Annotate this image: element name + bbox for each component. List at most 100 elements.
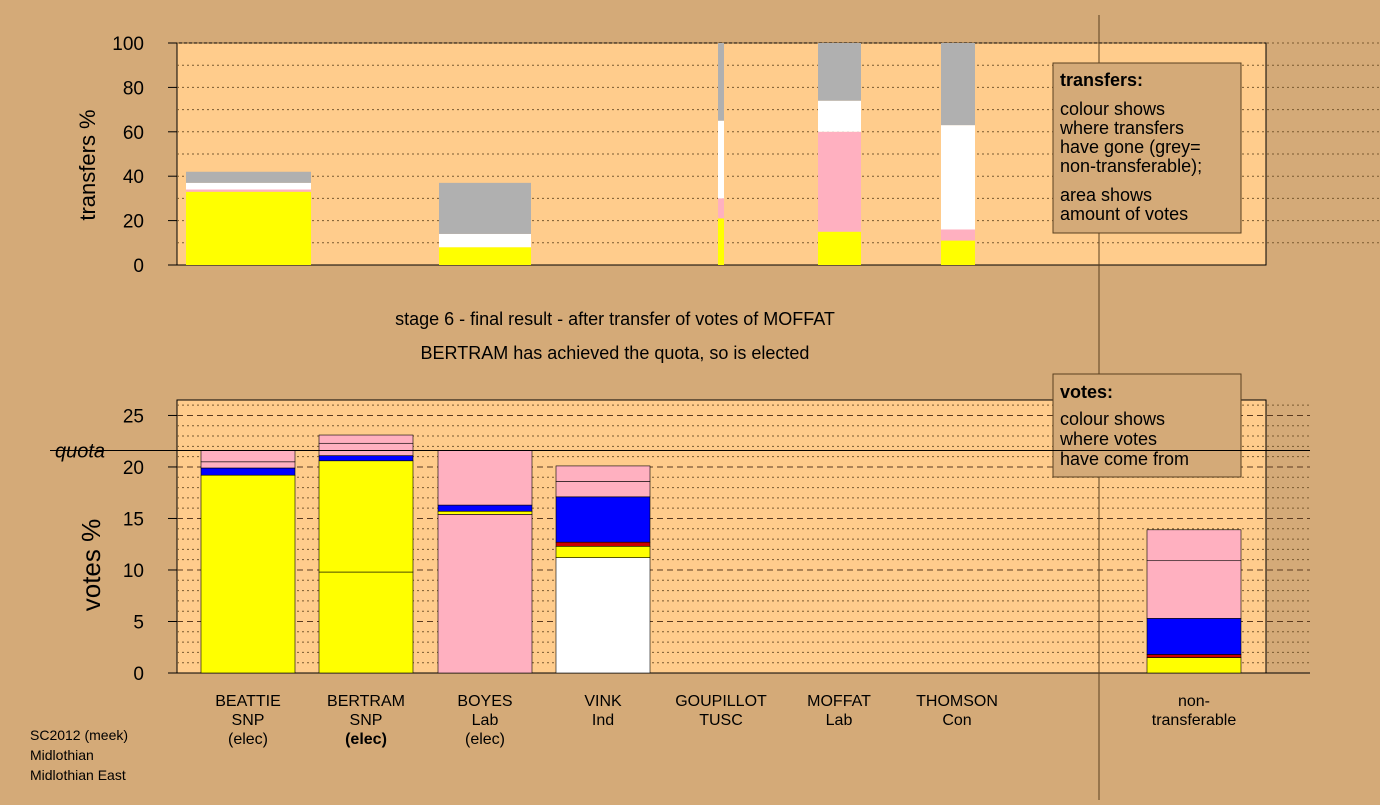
- footer-line: Midlothian: [30, 747, 94, 763]
- y-tick-label: 20: [123, 458, 144, 479]
- transfer-bar-segment: [818, 43, 861, 101]
- vote-bar-segment: [318, 442, 414, 456]
- y-tick-label: 0: [133, 664, 144, 685]
- vote-bar-segment: [555, 557, 651, 674]
- transfers-legend-line: colour shows: [1060, 99, 1165, 119]
- vote-bar-segment: [437, 450, 533, 506]
- y-tick-label: 20: [123, 212, 144, 233]
- candidate-label: Ind: [592, 712, 614, 729]
- transfers-legend-line: amount of votes: [1060, 204, 1188, 224]
- quota-marker: quota: [50, 440, 1310, 462]
- transfer-bar-segment: [718, 218, 724, 265]
- footer-line: SC2012 (meek): [30, 727, 128, 743]
- transfers-legend-title: transfers:: [1060, 70, 1143, 90]
- votes-y-axis: 0 5 10 15 20 25: [123, 406, 177, 685]
- transfer-bar-segment: [941, 240, 975, 265]
- votes-legend-line: where votes: [1059, 429, 1157, 449]
- candidate-label: transferable: [1152, 712, 1237, 729]
- vote-bar-segment: [555, 541, 651, 547]
- y-tick-label: 0: [133, 256, 144, 277]
- candidate-label: VINK: [584, 693, 622, 710]
- transfer-bar-segment: [186, 171, 311, 183]
- vote-bar-segment: [555, 496, 651, 543]
- y-tick-label: 40: [123, 167, 144, 188]
- vote-bar-segment: [1146, 618, 1242, 655]
- transfers-legend: transfers: colour shows where transfers …: [1052, 62, 1242, 234]
- candidate-label: Con: [942, 712, 971, 729]
- transfer-bar-segment: [186, 182, 311, 190]
- vote-bar-segment: [555, 545, 651, 558]
- votes-y-axis-label: votes %: [76, 519, 106, 612]
- vote-bar-segment: [555, 481, 651, 498]
- vote-bar-segment: [200, 474, 296, 674]
- transfers-legend-line: where transfers: [1059, 118, 1184, 138]
- candidate-label: (elec): [465, 731, 505, 748]
- transfer-bar-segment: [718, 43, 724, 121]
- candidate-labels: BEATTIE SNP (elec) BERTRAM SNP (elec) BOYES Lab…: [215, 693, 1236, 748]
- candidate-label: SNP: [232, 712, 265, 729]
- vote-bar-segment: [555, 465, 651, 482]
- transfer-bar-segment: [718, 120, 724, 199]
- transfers-y-axis: 0 20 40 60 80 100: [112, 34, 177, 277]
- y-tick-label: 15: [123, 509, 144, 530]
- vote-bar-segment: [318, 460, 414, 573]
- candidate-label: (elec): [345, 731, 387, 748]
- vote-bar-segment: [200, 450, 296, 463]
- candidate-label: non-: [1178, 693, 1210, 710]
- transfers-legend-line: have gone (grey=: [1060, 137, 1201, 157]
- vote-bar-segment: [200, 461, 296, 469]
- transfer-bar-segment: [186, 191, 311, 265]
- footer-line: Midlothian East: [30, 767, 126, 783]
- transfers-y-axis-label: transfers %: [75, 109, 100, 220]
- vote-bar-segment: [1146, 654, 1242, 658]
- y-tick-label: 5: [133, 612, 144, 633]
- transfer-bar-segment: [818, 131, 861, 232]
- transfer-bar-segment: [818, 100, 861, 132]
- transfer-bar-segment: [941, 125, 975, 230]
- transfers-bars: [186, 43, 975, 265]
- y-tick-label: 25: [123, 406, 144, 427]
- transfer-bar-segment: [941, 43, 975, 126]
- votes-bars: [200, 434, 1242, 674]
- vote-bar-segment: [437, 504, 533, 512]
- transfers-legend-line: non-transferable);: [1060, 156, 1202, 176]
- transfers-legend-line: area shows: [1060, 185, 1152, 205]
- candidate-label: BOYES: [457, 693, 512, 710]
- candidate-label: TUSC: [699, 712, 743, 729]
- transfer-bar-segment: [439, 182, 531, 234]
- transfer-bar-segment: [439, 247, 531, 265]
- votes-legend-title: votes:: [1060, 382, 1113, 402]
- transfer-bar-segment: [186, 189, 311, 192]
- votes-gridlines: [177, 404, 1310, 674]
- stage-title: stage 6 - final result - after transfer …: [395, 309, 835, 329]
- candidate-label: MOFFAT: [807, 693, 871, 710]
- candidate-label: BERTRAM: [327, 693, 405, 710]
- vote-bar-segment: [1146, 529, 1242, 562]
- candidate-label: THOMSON: [916, 693, 998, 710]
- candidate-label: SNP: [350, 712, 383, 729]
- transfer-bar-segment: [818, 231, 861, 265]
- votes-legend-line: colour shows: [1060, 409, 1165, 429]
- transfers-gridlines: [177, 42, 1380, 244]
- vote-bar-segment: [318, 455, 414, 462]
- transfer-bar-segment: [941, 229, 975, 241]
- vote-bar-segment: [1146, 560, 1242, 619]
- candidate-label: Lab: [826, 712, 853, 729]
- y-tick-label: 60: [123, 123, 144, 144]
- vote-bar-segment: [200, 467, 296, 476]
- y-tick-label: 100: [112, 34, 144, 55]
- vote-bar-segment: [437, 514, 533, 674]
- y-tick-label: 80: [123, 78, 144, 99]
- transfer-bar-segment: [439, 233, 531, 248]
- vote-bar-segment: [318, 571, 414, 674]
- vote-bar-segment: [437, 510, 533, 515]
- votes-legend: votes: colour shows where votes have com…: [1052, 373, 1242, 478]
- votes-legend-line: have come from: [1060, 449, 1189, 469]
- transfer-bar-segment: [718, 198, 724, 219]
- candidate-label: (elec): [228, 731, 268, 748]
- stage-subtitle: BERTRAM has achieved the quota, so is el…: [421, 343, 810, 363]
- candidate-label: GOUPILLOT: [675, 693, 767, 710]
- quota-label: quota: [55, 440, 105, 462]
- vote-bar-segment: [1146, 657, 1242, 674]
